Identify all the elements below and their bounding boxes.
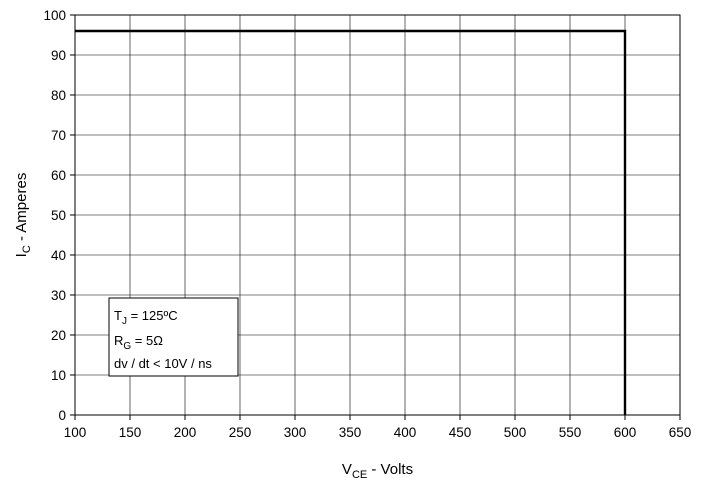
y-tick-label: 90 — [51, 48, 66, 63]
y-tick-label: 70 — [51, 128, 66, 143]
y-tick-label: 100 — [43, 8, 66, 23]
y-tick-labels: 0 10 20 30 40 50 60 70 80 90 100 — [43, 8, 75, 423]
y-tick-label: 30 — [51, 288, 66, 303]
x-axis-label: VCE - Volts — [342, 461, 413, 481]
x-tick-label: 100 — [64, 425, 87, 440]
annotation-box — [108, 297, 239, 377]
y-tick-label: 80 — [51, 88, 66, 103]
y-axis-label: IC - Amperes — [13, 173, 33, 258]
annotation-line-rg: RG = 5Ω — [114, 333, 163, 352]
x-tick-label: 150 — [119, 425, 142, 440]
series-line — [75, 29, 627, 415]
x-tick-label: 400 — [394, 425, 417, 440]
y-tick-label: 20 — [51, 328, 66, 343]
x-tick-label: 600 — [614, 425, 637, 440]
x-tick-label: 650 — [669, 425, 692, 440]
annotation-line-dvdt: dv / dt < 10V / ns — [114, 356, 212, 371]
x-tick-label: 300 — [284, 425, 307, 440]
x-tick-label: 250 — [229, 425, 252, 440]
y-tick-label: 0 — [58, 408, 66, 423]
y-tick-label: 50 — [51, 208, 66, 223]
x-tick-labels: 100 150 200 250 300 350 400 450 500 550 600 650 — [64, 415, 692, 440]
y-tick-label: 60 — [51, 168, 66, 183]
x-tick-label: 500 — [504, 425, 527, 440]
x-tick-label: 550 — [559, 425, 582, 440]
y-tick-label: 40 — [51, 248, 66, 263]
x-tick-label: 350 — [339, 425, 362, 440]
y-tick-label: 10 — [51, 368, 66, 383]
conditions-annotation: TJ = 125ºC RG = 5Ω dv / dt < 10V / ns — [108, 297, 239, 377]
x-tick-label: 450 — [449, 425, 472, 440]
annotation-line-tj: TJ = 125ºC — [114, 308, 178, 327]
x-tick-label: 200 — [174, 425, 197, 440]
series-group — [75, 29, 627, 415]
